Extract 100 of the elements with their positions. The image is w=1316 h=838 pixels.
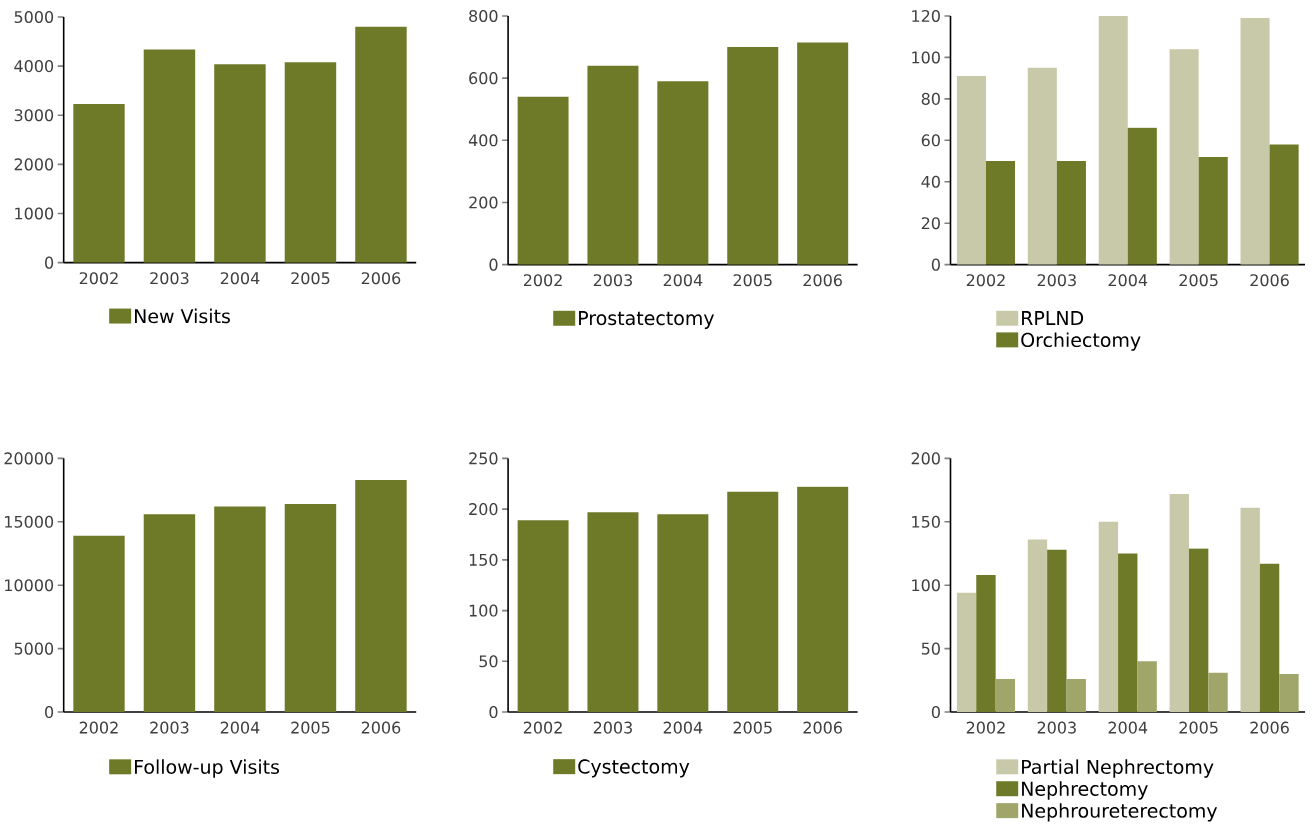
x-tick-label: 2002 <box>79 272 118 285</box>
legend-label: Prostatectomy <box>579 311 714 329</box>
bar <box>73 104 125 263</box>
bar <box>1098 16 1128 265</box>
x-tick-label: 2006 <box>1250 274 1289 287</box>
y-tick-label: 100 <box>469 604 498 617</box>
y-tick-label: 100 <box>912 579 940 592</box>
y-tick-label: 600 <box>469 72 498 85</box>
bar <box>1240 18 1270 265</box>
bar <box>1027 539 1048 713</box>
y-tick-label: 1000 <box>15 207 54 220</box>
bar <box>1137 661 1157 713</box>
y-tick-label: 150 <box>912 515 940 528</box>
bar <box>214 506 266 713</box>
y-tick-label: 250 <box>469 452 498 465</box>
bar <box>1259 563 1280 713</box>
y-tick-label: 4000 <box>14 60 54 73</box>
y-tick-label: 120 <box>912 10 940 23</box>
bar <box>1056 161 1086 265</box>
bar <box>284 62 337 263</box>
bar <box>1198 156 1228 265</box>
bar <box>587 65 639 265</box>
x-tick-label: 2005 <box>1179 721 1218 734</box>
x-tick-label: 2003 <box>1037 721 1076 734</box>
y-tick-label: 3000 <box>14 109 54 122</box>
legend-label: Follow-up Visits <box>135 759 280 778</box>
x-tick-label: 2006 <box>361 272 401 285</box>
bar <box>797 42 849 265</box>
x-tick-label: 2002 <box>523 721 562 734</box>
bar <box>657 81 709 265</box>
bar <box>284 504 337 713</box>
x-tick-label: 2004 <box>220 721 260 734</box>
legend-label: Nephrectomy <box>1022 781 1148 800</box>
x-tick-label: 2003 <box>150 721 189 734</box>
x-tick-label: 2003 <box>150 272 189 285</box>
x-tick-label: 2006 <box>1250 721 1289 734</box>
x-tick-label: 2004 <box>1108 274 1148 287</box>
bar <box>1127 127 1157 265</box>
x-tick-label: 2002 <box>966 721 1005 734</box>
bar <box>976 575 996 713</box>
bar <box>956 76 986 265</box>
x-tick-label: 2005 <box>733 274 772 287</box>
bar <box>1269 144 1299 265</box>
y-tick-label: 5000 <box>14 11 54 24</box>
bar <box>1169 49 1199 265</box>
y-tick-label: 50 <box>479 655 498 668</box>
x-tick-label: 2005 <box>733 721 772 734</box>
bar <box>995 679 1016 713</box>
x-tick-label: 2005 <box>1179 274 1218 287</box>
y-tick-label: 5000 <box>14 642 54 655</box>
bar <box>1188 548 1209 713</box>
bar <box>727 47 779 265</box>
bar <box>1047 549 1067 713</box>
legend-label: RPLND <box>1022 311 1084 325</box>
y-tick-label: 60 <box>921 134 940 147</box>
y-tick-label: 20000 <box>4 452 54 465</box>
x-tick-label: 2006 <box>803 274 842 287</box>
y-tick-label: 200 <box>469 503 498 516</box>
bar <box>1118 553 1138 713</box>
x-tick-label: 2002 <box>523 274 562 287</box>
y-tick-label: 10000 <box>5 579 54 592</box>
y-tick-label: 0 <box>931 258 940 271</box>
x-tick-label: 2004 <box>1108 721 1148 734</box>
bar <box>1169 493 1189 713</box>
y-tick-label: 200 <box>469 196 498 209</box>
y-tick-label: 0 <box>489 706 498 719</box>
x-tick-label: 2002 <box>966 274 1005 287</box>
y-tick-label: 40 <box>921 175 940 188</box>
x-tick-label: 2003 <box>593 721 632 734</box>
bar <box>143 514 196 713</box>
bar <box>517 96 569 265</box>
bar <box>1208 672 1228 713</box>
bar <box>73 535 125 713</box>
x-tick-label: 2003 <box>1037 274 1076 287</box>
y-tick-label: 20 <box>921 217 940 230</box>
y-tick-label: 800 <box>469 10 498 23</box>
y-tick-label: 0 <box>45 706 54 719</box>
bar <box>1066 679 1086 713</box>
bar <box>985 161 1016 265</box>
y-tick-label: 50 <box>921 642 940 655</box>
bar <box>355 480 407 713</box>
bar <box>1027 67 1057 265</box>
x-tick-label: 2005 <box>291 721 330 734</box>
y-tick-label: 15000 <box>5 515 54 528</box>
y-tick-label: 200 <box>911 452 940 465</box>
x-tick-label: 2004 <box>220 272 260 285</box>
x-tick-label: 2004 <box>663 274 703 287</box>
x-tick-label: 2006 <box>361 721 401 734</box>
bar <box>214 64 266 263</box>
bar <box>1279 674 1299 713</box>
bar <box>355 26 407 263</box>
x-tick-label: 2002 <box>79 721 118 734</box>
y-tick-label: 80 <box>921 92 940 105</box>
y-tick-label: 150 <box>469 553 498 566</box>
y-tick-label: 0 <box>45 256 54 269</box>
y-tick-label: 0 <box>931 706 940 719</box>
legend-label: Orchiectomy <box>1021 332 1141 351</box>
x-tick-label: 2003 <box>593 274 632 287</box>
x-tick-label: 2005 <box>291 272 330 285</box>
bar <box>1240 507 1260 713</box>
